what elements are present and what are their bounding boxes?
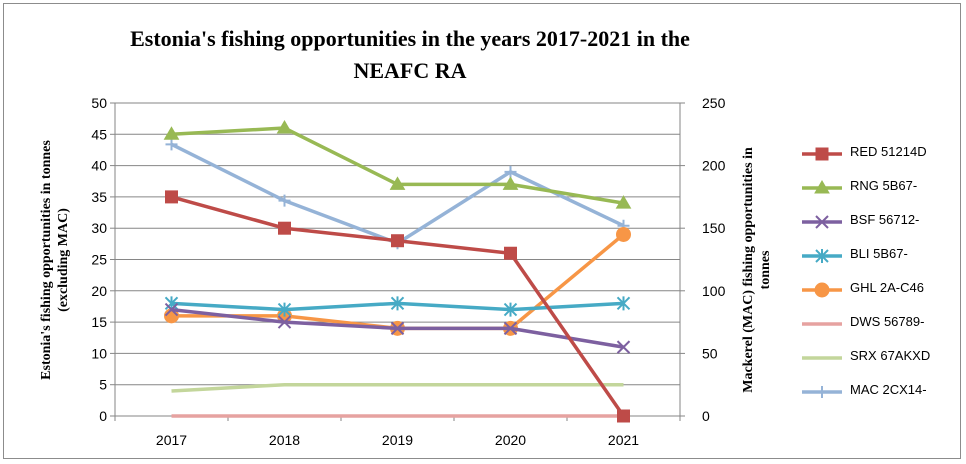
data-point-rng-5b67 <box>163 126 180 140</box>
legend-label: BSF 56712- <box>850 212 920 227</box>
legend-label: DWS 56789- <box>850 314 925 329</box>
y-right-tick-label: 150 <box>702 220 726 236</box>
y-right-tick-label: 50 <box>702 345 718 361</box>
data-point-bli-5b67 <box>277 302 292 317</box>
y-left-tick-label: 25 <box>91 252 107 268</box>
chart-title-line-2: NEAFC RA <box>353 58 467 83</box>
y-right-tick-label: 200 <box>702 158 726 174</box>
legend-swatch <box>802 282 842 298</box>
legend-item: SRX 67AKXD <box>800 344 960 378</box>
data-point-mac-2cx14 <box>165 138 178 151</box>
series-rng-5b67 <box>163 120 632 209</box>
legend-swatch <box>802 147 842 161</box>
y-left-tick-label: 35 <box>91 189 107 205</box>
legend-item: GHL 2A-C46 <box>800 276 960 310</box>
legend-swatch <box>802 386 842 398</box>
data-point-red-51214d <box>278 221 291 235</box>
data-point-bsf-56712 <box>277 315 292 329</box>
data-point-ghl-2a-c46 <box>616 226 631 242</box>
data-point-bsf-56712 <box>503 321 518 336</box>
y-left-tick-label: 15 <box>91 314 107 330</box>
legend-label: GHL 2A-C46 <box>850 280 924 295</box>
legend-swatch <box>802 180 842 194</box>
x-tick-label: 2017 <box>156 432 187 448</box>
legend-label: BLI 5B67- <box>850 246 908 261</box>
legend-swatch-marker <box>816 386 828 398</box>
data-point-rng-5b67 <box>502 176 519 190</box>
data-point-rng-5b67 <box>276 120 293 134</box>
legend-swatch-marker <box>815 147 829 161</box>
data-point-red-51214d <box>617 409 630 423</box>
x-tick-label: 2019 <box>382 432 413 448</box>
y-left-tick-label: 5 <box>99 377 107 393</box>
legend-swatch <box>802 322 842 326</box>
legend-swatch-marker <box>815 215 829 229</box>
legend-item: RNG 5B67- <box>800 174 960 208</box>
series-line-srx-67akxd <box>171 382 624 393</box>
data-point-bli-5b67 <box>164 296 179 311</box>
x-tick-label: 2021 <box>608 432 639 448</box>
y-left-tick-label: 50 <box>91 95 107 111</box>
y-left-tick-label: 10 <box>91 345 107 361</box>
y-left-tick-label: 0 <box>99 408 107 424</box>
y-left-tick-label: 45 <box>91 126 107 142</box>
y-left-tick-label: 20 <box>91 283 107 299</box>
legend-swatch-marker <box>814 282 830 298</box>
data-point-mac-2cx14 <box>278 194 291 207</box>
data-point-bsf-56712 <box>164 302 179 317</box>
y-left-tick-label: 40 <box>91 158 107 174</box>
y-left-tick-label: 30 <box>91 220 107 236</box>
legend-label: SRX 67AKXD <box>850 348 931 363</box>
data-point-red-51214d <box>391 234 404 248</box>
data-point-bsf-56712 <box>390 321 405 336</box>
series-bli-5b67 <box>164 296 631 317</box>
legend-item: DWS 56789- <box>800 310 960 344</box>
legend-swatch <box>802 215 842 229</box>
data-point-mac-2cx14 <box>504 165 517 178</box>
data-point-red-51214d <box>165 190 178 204</box>
chart-legend: RED 51214D RNG 5B67- BSF 56712- BLI 5B67- GH… <box>800 140 960 412</box>
series-red-51214d <box>165 190 630 423</box>
legend-swatch-marker <box>815 249 829 263</box>
series-srx-67akxd <box>171 382 624 393</box>
data-point-bli-5b67 <box>503 302 518 317</box>
y-right-tick-label: 250 <box>702 95 726 111</box>
data-point-rng-5b67 <box>389 176 406 190</box>
data-point-red-51214d <box>504 246 517 260</box>
y-right-tick-label: 100 <box>702 283 726 299</box>
data-point-bli-5b67 <box>616 296 631 311</box>
x-tick-label: 2020 <box>495 432 526 448</box>
legend-item: BLI 5B67- <box>800 242 960 276</box>
legend-item: RED 51214D <box>800 140 960 174</box>
data-point-bsf-56712 <box>616 340 631 354</box>
legend-label: RNG 5B67- <box>850 178 918 193</box>
legend-item: MAC 2CX14- <box>800 378 960 412</box>
data-point-bli-5b67 <box>390 296 405 311</box>
data-point-rng-5b67 <box>615 195 632 209</box>
x-tick-label: 2018 <box>269 432 300 448</box>
legend-label: MAC 2CX14- <box>850 382 927 397</box>
legend-label: RED 51214D <box>850 144 927 159</box>
legend-swatch <box>802 356 842 360</box>
legend-item: BSF 56712- <box>800 208 960 242</box>
y-right-tick-label: 0 <box>702 408 710 424</box>
series-bsf-56712 <box>164 302 631 354</box>
legend-swatch-marker <box>814 180 830 194</box>
chart-title-line-1: Estonia's fishing opportunities in the y… <box>130 26 690 51</box>
legend-swatch <box>802 249 842 263</box>
